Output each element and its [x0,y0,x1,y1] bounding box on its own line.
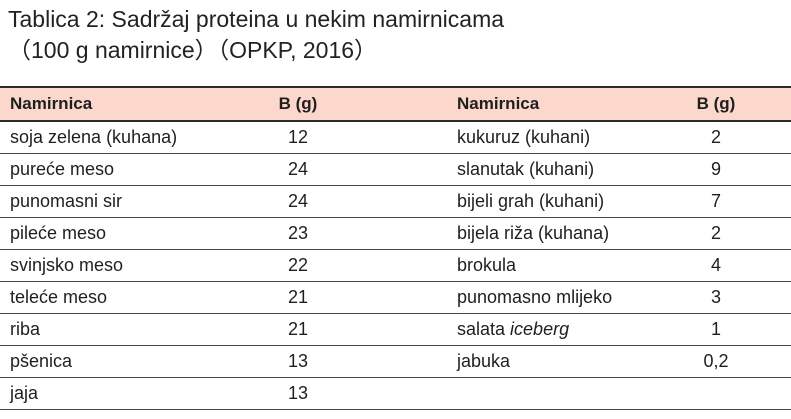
right-food-italic: iceberg [510,319,570,339]
right-food: bijeli grah (kuhani) [457,191,605,211]
header-protein-right: B (g) [696,94,736,113]
left-protein: 13 [287,351,309,371]
left-food: pureće meso [10,159,115,179]
left-food: punomasni sir [10,191,123,211]
left-protein: 24 [287,191,309,211]
right-protein: 2 [710,127,721,147]
left-protein: 12 [287,127,309,147]
right-protein: 9 [710,159,721,179]
table-row: pšenica 13 jabuka 0,2 [0,346,791,378]
right-food: kukuruz (kuhani) [457,127,591,147]
header-protein-left: B (g) [278,94,318,113]
right-food-prefix: salata [457,319,511,339]
caption-line-1: Tablica 2: Sadržaj proteina u nekim nami… [8,6,505,32]
right-protein: 3 [710,287,721,307]
right-protein: 0,2 [703,351,729,371]
left-food: jaja [10,383,39,403]
left-food: pšenica [10,351,73,371]
right-food: punomasno mlijeko [457,287,613,307]
table-row: soja zelena (kuhana) 12 kukuruz (kuhani)… [0,122,791,154]
right-protein: 7 [710,191,721,211]
right-food: brokula [457,255,517,275]
table-row: svinjsko meso 22 brokula 4 [0,250,791,282]
caption-line-2: （100 g namirnice）（OPKP, 2016） [8,37,378,63]
left-food: soja zelena (kuhana) [10,127,178,147]
right-food: bijela riža (kuhana) [457,223,610,243]
left-protein: 24 [287,159,309,179]
header-food-left: Namirnica [10,94,93,113]
table-row: riba 21 salata iceberg 1 [0,314,791,346]
table-header: Namirnica B (g) Namirnica B (g) [0,86,791,122]
right-food: jabuka [457,351,511,371]
left-protein: 21 [287,287,309,307]
right-protein: 4 [710,255,721,275]
right-protein: 1 [710,319,721,339]
left-protein: 22 [287,255,309,275]
table-row: pileće meso 23 bijela riža (kuhana) 2 [0,218,791,250]
table-caption: Tablica 2: Sadržaj proteina u nekim nami… [8,4,504,66]
left-food: pileće meso [10,223,107,243]
left-food: riba [10,319,41,339]
table-row: pureće meso 24 slanutak (kuhani) 9 [0,154,791,186]
left-food: teleće meso [10,287,108,307]
right-protein: 2 [710,223,721,243]
right-food: slanutak (kuhani) [457,159,595,179]
protein-table: Namirnica B (g) Namirnica B (g) soja zel… [0,86,791,412]
table-row: jaja 13 [0,378,791,410]
right-food: salata iceberg [457,314,569,345]
left-food: svinjsko meso [10,255,124,275]
table-row: punomasni sir 24 bijeli grah (kuhani) 7 [0,186,791,218]
left-protein: 13 [287,383,309,403]
header-food-right: Namirnica [457,94,540,113]
left-protein: 21 [287,319,309,339]
table-row: teleće meso 21 punomasno mlijeko 3 [0,282,791,314]
left-protein: 23 [287,223,309,243]
